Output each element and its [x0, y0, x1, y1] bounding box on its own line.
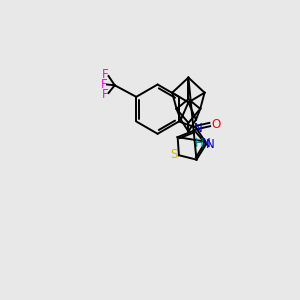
Text: F: F: [100, 78, 107, 91]
Text: F: F: [102, 68, 109, 81]
Text: N: N: [202, 136, 211, 149]
Text: O: O: [211, 118, 220, 131]
Text: S: S: [170, 148, 177, 161]
Text: N: N: [206, 138, 215, 151]
Text: N: N: [194, 122, 203, 135]
Text: F: F: [102, 88, 109, 101]
Text: H: H: [195, 136, 203, 149]
